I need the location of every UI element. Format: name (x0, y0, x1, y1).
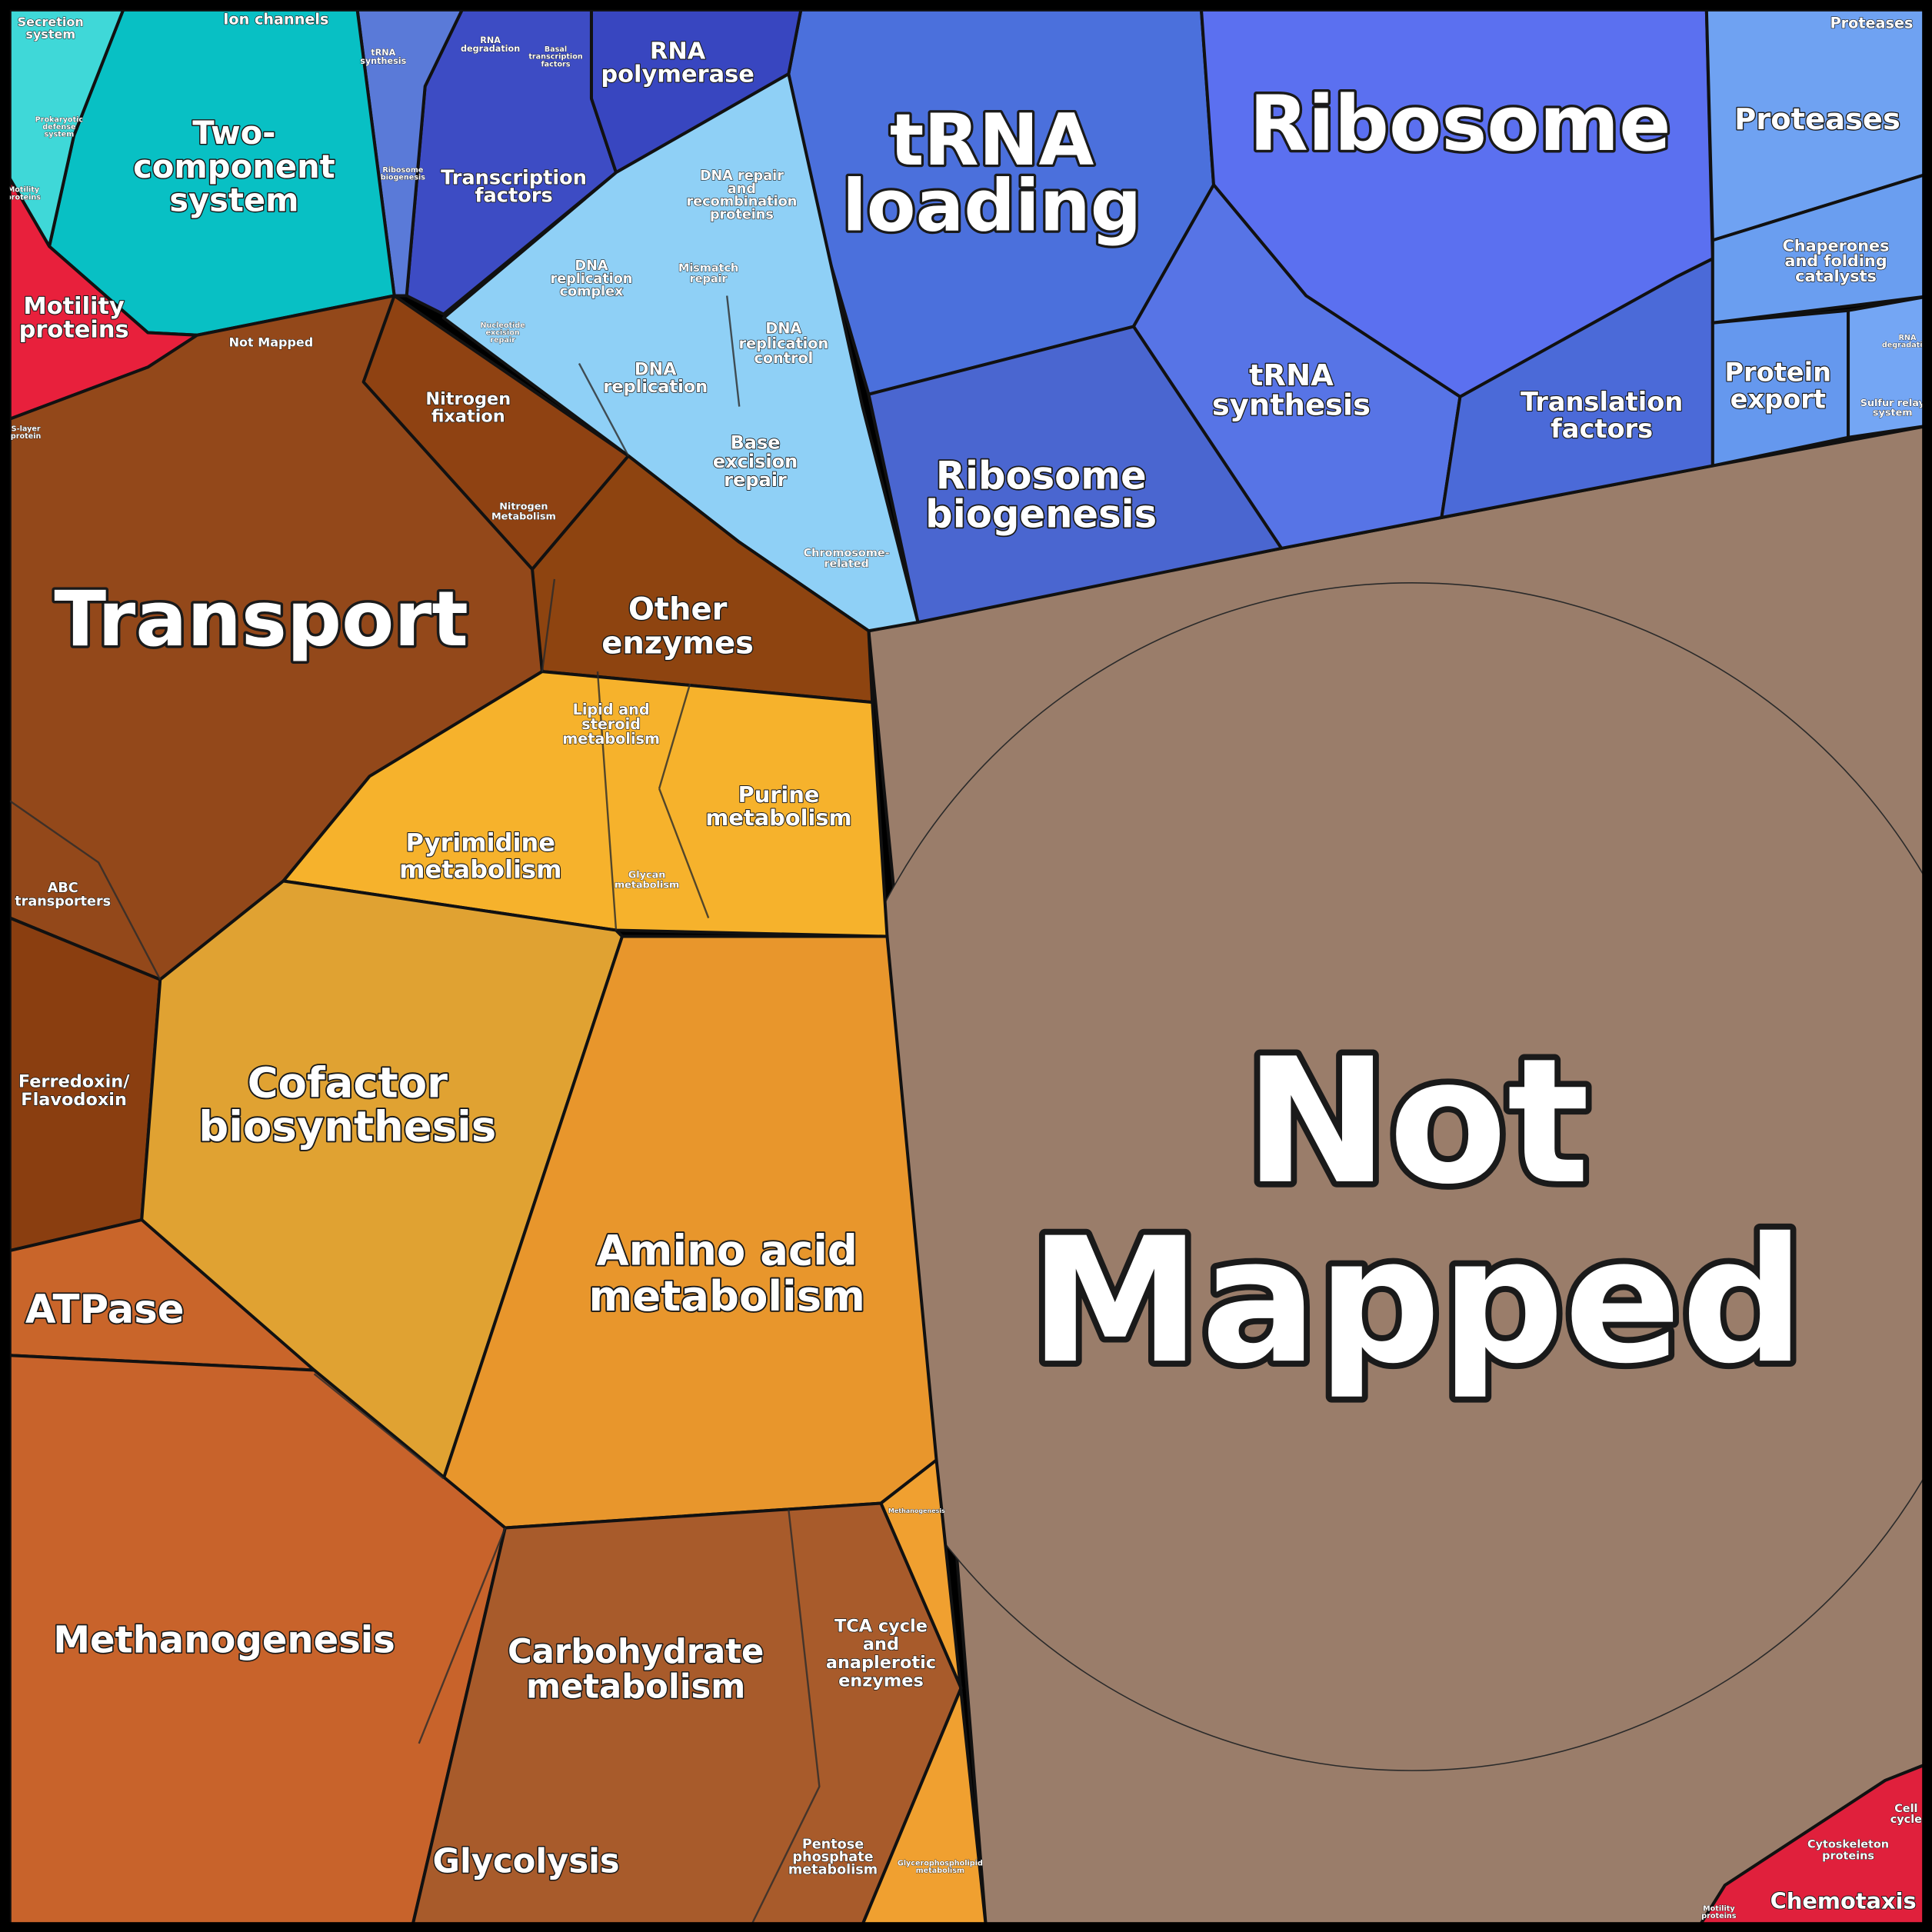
region-label: Amino acid metabolism (589, 1225, 865, 1321)
sulfur-relay-region (1847, 294, 1932, 439)
region-label: Other enzymes (601, 592, 754, 661)
region-label: Proteases (1734, 102, 1900, 137)
region-label: Motility proteins (6, 186, 41, 202)
region-label: tRNA loading (842, 98, 1141, 247)
region-label: Mismatch repair (678, 262, 738, 285)
region-label: Methanogenesis (53, 1619, 395, 1662)
region-label: Cytoskeleton proteins (1807, 1838, 1889, 1862)
ribosome-biogenesis-region (867, 325, 1284, 625)
region-label: ATPase (25, 1287, 185, 1333)
region-label: Not Mapped (1029, 1021, 1804, 1401)
region-label: Transport (54, 576, 468, 665)
region-label: Not Mapped (229, 335, 314, 349)
region-label: Purine metabolism (705, 781, 851, 831)
region-label: Glycolysis (432, 1842, 619, 1880)
region-label: Pentose phosphate metabolism (788, 1837, 878, 1877)
region-label: Two-component system (133, 114, 335, 218)
region-label: Base excision repair (713, 432, 798, 491)
region-label: Prokaryotic defense system (35, 115, 84, 138)
region-label: Ferredoxin/Flavodoxin (18, 1071, 130, 1110)
region-label: ABC transporters (15, 881, 111, 910)
chaperones-region (1710, 171, 1932, 325)
region-label: S-layer protein (11, 425, 42, 441)
region-label: Ribosome biogenesis (381, 166, 426, 182)
region-label: DNA repair and recombination proteins (687, 168, 798, 222)
glycerophospholipid-region (861, 1458, 988, 1927)
region-label: Pyrimidine metabolism (399, 828, 561, 884)
region-label: tRNA synthesis (1212, 358, 1371, 422)
region-label: DNA replication (603, 359, 708, 396)
region-label: Proteases (1830, 14, 1914, 32)
region-label: Sulfur relay system (1860, 397, 1926, 418)
region-label: Basal transcription factors (528, 45, 582, 68)
region-label: Ribosome (1249, 81, 1671, 169)
region-label: Chemotaxis (1770, 1888, 1917, 1914)
sub-boundaries (9, 295, 821, 1925)
region-label: Motility proteins (19, 292, 129, 342)
region-label: Transcription factors (441, 166, 587, 207)
region-label: Translation factors (1521, 386, 1683, 443)
region-label: Lipid and steroid metabolism (562, 700, 660, 747)
region-label: Glycan metabolism (615, 869, 679, 891)
region-label: Nitrogen fixation (425, 389, 511, 426)
region-label: Chaperones and folding catalysts (1783, 236, 1890, 285)
region-label: DNA replication control (739, 319, 828, 366)
region-label: Cell cycle (1890, 1803, 1922, 1826)
region-label: RNA degradation (1882, 334, 1932, 350)
region-label: DNA replication complex (551, 258, 633, 299)
region-label: Ribosome biogenesis (925, 453, 1157, 536)
region-label: TCA cycle and anaplerotic enzymes (826, 1616, 936, 1690)
region-label: Nucleotide excision repair (480, 321, 525, 345)
region-label: Protein export (1724, 357, 1831, 414)
region-label: RNA degradation (461, 35, 520, 54)
region-label: Secretion system (18, 14, 84, 41)
region-label: Methanogenesis (888, 1507, 945, 1514)
region-label: Ion channels (223, 10, 328, 28)
region-label: RNA polymerase (601, 38, 754, 88)
region-label: tRNA synthesis (360, 48, 406, 66)
region-label: Glycerophospholipid metabolism (898, 1859, 983, 1875)
region-label: Carbohydrate metabolism (508, 1632, 764, 1705)
region-label: Chromosome-related (804, 547, 890, 570)
region-label: Nitrogen Metabolism (491, 501, 556, 522)
region-label: Motility proteins (1701, 1905, 1736, 1921)
region-label: Cofactor biosynthesis (198, 1058, 496, 1151)
